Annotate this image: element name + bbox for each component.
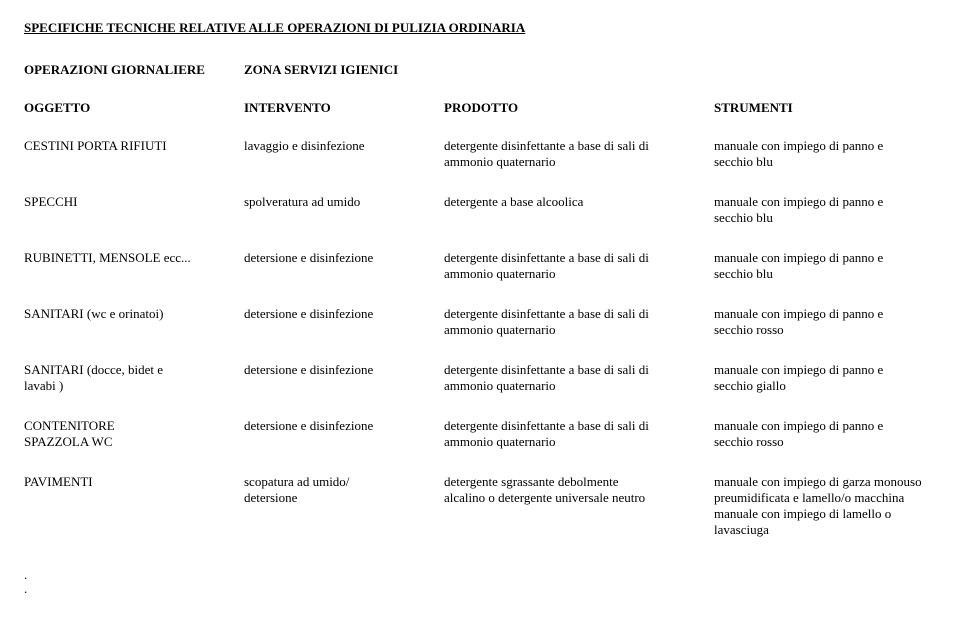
cell-text: ammonio quaternario <box>444 322 714 338</box>
cell-text: manuale con impiego di panno e <box>714 194 936 210</box>
cell-prodotto: detergente disinfettante a base di sali … <box>444 418 714 450</box>
table-row: SANITARI (wc e orinatoi)detersione e dis… <box>24 306 936 338</box>
cell-text: secchio blu <box>714 154 936 170</box>
cell-text: manuale con impiego di lamello o lavasci… <box>714 506 936 538</box>
cell-prodotto: detergente a base alcoolica <box>444 194 714 210</box>
cell-text: detersione e disinfezione <box>244 306 444 322</box>
cell-text: manuale con impiego di panno e <box>714 418 936 434</box>
cell-text: manuale con impiego di panno e <box>714 362 936 378</box>
column-header-row: OGGETTO INTERVENTO PRODOTTO STRUMENTI <box>24 100 936 116</box>
section-header-row: OPERAZIONI GIORNALIERE ZONA SERVIZI IGIE… <box>24 62 936 78</box>
table-row: SPECCHIspolveratura ad umidodetergente a… <box>24 194 936 226</box>
cell-text: detergente disinfettante a base di sali … <box>444 250 714 266</box>
cell-text: ammonio quaternario <box>444 434 714 450</box>
col-header-strumenti: STRUMENTI <box>714 100 936 116</box>
cell-text: SPECCHI <box>24 194 244 210</box>
cell-text: alcalino o detergente universale neutro <box>444 490 714 506</box>
cell-text: manuale con impiego di panno e <box>714 306 936 322</box>
cell-intervento: detersione e disinfezione <box>244 362 444 378</box>
cell-strumenti: manuale con impiego di panno esecchio ro… <box>714 306 936 338</box>
table-row: RUBINETTI, MENSOLE ecc...detersione e di… <box>24 250 936 282</box>
dot-line: . <box>24 582 936 596</box>
cell-text: secchio rosso <box>714 434 936 450</box>
cell-text: manuale con impiego di panno e <box>714 138 936 154</box>
cell-strumenti: manuale con impiego di panno esecchio bl… <box>714 194 936 226</box>
cell-text: RUBINETTI, MENSOLE ecc... <box>24 250 244 266</box>
cell-text: detergente sgrassante debolmente <box>444 474 714 490</box>
cell-text: secchio blu <box>714 266 936 282</box>
cell-text: SANITARI (wc e orinatoi) <box>24 306 244 322</box>
cell-intervento: detersione e disinfezione <box>244 250 444 266</box>
cell-text: ammonio quaternario <box>444 154 714 170</box>
cell-text: secchio blu <box>714 210 936 226</box>
cell-text: spolveratura ad umido <box>244 194 444 210</box>
cell-text: detergente disinfettante a base di sali … <box>444 138 714 154</box>
cell-text: ammonio quaternario <box>444 378 714 394</box>
cell-text: preumidificata e lamello/o macchina <box>714 490 936 506</box>
footer-dots: . . <box>24 568 936 596</box>
table-row: PAVIMENTIscopatura ad umido/detersionede… <box>24 474 936 538</box>
table-row: SANITARI (docce, bidet elavabi )detersio… <box>24 362 936 394</box>
section-header-right: ZONA SERVIZI IGIENICI <box>244 62 444 78</box>
cell-text: ammonio quaternario <box>444 266 714 282</box>
cell-strumenti: manuale con impiego di panno esecchio bl… <box>714 138 936 170</box>
cell-intervento: detersione e disinfezione <box>244 306 444 322</box>
cell-text: CESTINI PORTA RIFIUTI <box>24 138 244 154</box>
cell-text: SPAZZOLA WC <box>24 434 244 450</box>
cell-intervento: scopatura ad umido/detersione <box>244 474 444 506</box>
cell-prodotto: detergente sgrassante debolmentealcalino… <box>444 474 714 506</box>
cell-text: secchio rosso <box>714 322 936 338</box>
cell-text: lavabi ) <box>24 378 244 394</box>
cell-prodotto: detergente disinfettante a base di sali … <box>444 250 714 282</box>
col-header-oggetto: OGGETTO <box>24 100 244 116</box>
cell-text: detergente disinfettante a base di sali … <box>444 306 714 322</box>
cell-text: detergente disinfettante a base di sali … <box>444 418 714 434</box>
table-row: CONTENITORESPAZZOLA WCdetersione e disin… <box>24 418 936 450</box>
cell-text: SANITARI (docce, bidet e <box>24 362 244 378</box>
cell-oggetto: CONTENITORESPAZZOLA WC <box>24 418 244 450</box>
dot-line: . <box>24 568 936 582</box>
cell-strumenti: manuale con impiego di panno esecchio gi… <box>714 362 936 394</box>
cell-text: PAVIMENTI <box>24 474 244 490</box>
cell-oggetto: RUBINETTI, MENSOLE ecc... <box>24 250 244 266</box>
cell-text: detersione e disinfezione <box>244 418 444 434</box>
cell-oggetto: SANITARI (docce, bidet elavabi ) <box>24 362 244 394</box>
cell-prodotto: detergente disinfettante a base di sali … <box>444 362 714 394</box>
cell-text: detergente a base alcoolica <box>444 194 714 210</box>
cell-intervento: spolveratura ad umido <box>244 194 444 210</box>
cell-strumenti: manuale con impiego di panno esecchio ro… <box>714 418 936 450</box>
section-header-left: OPERAZIONI GIORNALIERE <box>24 62 244 78</box>
cell-prodotto: detergente disinfettante a base di sali … <box>444 306 714 338</box>
cell-text: detergente disinfettante a base di sali … <box>444 362 714 378</box>
cell-text: CONTENITORE <box>24 418 244 434</box>
cell-strumenti: manuale con impiego di panno esecchio bl… <box>714 250 936 282</box>
cell-intervento: detersione e disinfezione <box>244 418 444 434</box>
cell-text: lavaggio e disinfezione <box>244 138 444 154</box>
cell-oggetto: SANITARI (wc e orinatoi) <box>24 306 244 322</box>
col-header-intervento: INTERVENTO <box>244 100 444 116</box>
page-title: SPECIFICHE TECNICHE RELATIVE ALLE OPERAZ… <box>24 20 936 36</box>
cell-text: manuale con impiego di garza monouso <box>714 474 936 490</box>
col-header-prodotto: PRODOTTO <box>444 100 714 116</box>
cell-oggetto: SPECCHI <box>24 194 244 210</box>
table-body: CESTINI PORTA RIFIUTIlavaggio e disinfez… <box>24 138 936 538</box>
cell-text: detersione e disinfezione <box>244 250 444 266</box>
cell-text: manuale con impiego di panno e <box>714 250 936 266</box>
cell-text: secchio giallo <box>714 378 936 394</box>
cell-text: detersione <box>244 490 444 506</box>
cell-text: detersione e disinfezione <box>244 362 444 378</box>
table-row: CESTINI PORTA RIFIUTIlavaggio e disinfez… <box>24 138 936 170</box>
cell-oggetto: PAVIMENTI <box>24 474 244 490</box>
cell-strumenti: manuale con impiego di garza monousopreu… <box>714 474 936 538</box>
cell-text: scopatura ad umido/ <box>244 474 444 490</box>
cell-oggetto: CESTINI PORTA RIFIUTI <box>24 138 244 154</box>
cell-intervento: lavaggio e disinfezione <box>244 138 444 154</box>
cell-prodotto: detergente disinfettante a base di sali … <box>444 138 714 170</box>
